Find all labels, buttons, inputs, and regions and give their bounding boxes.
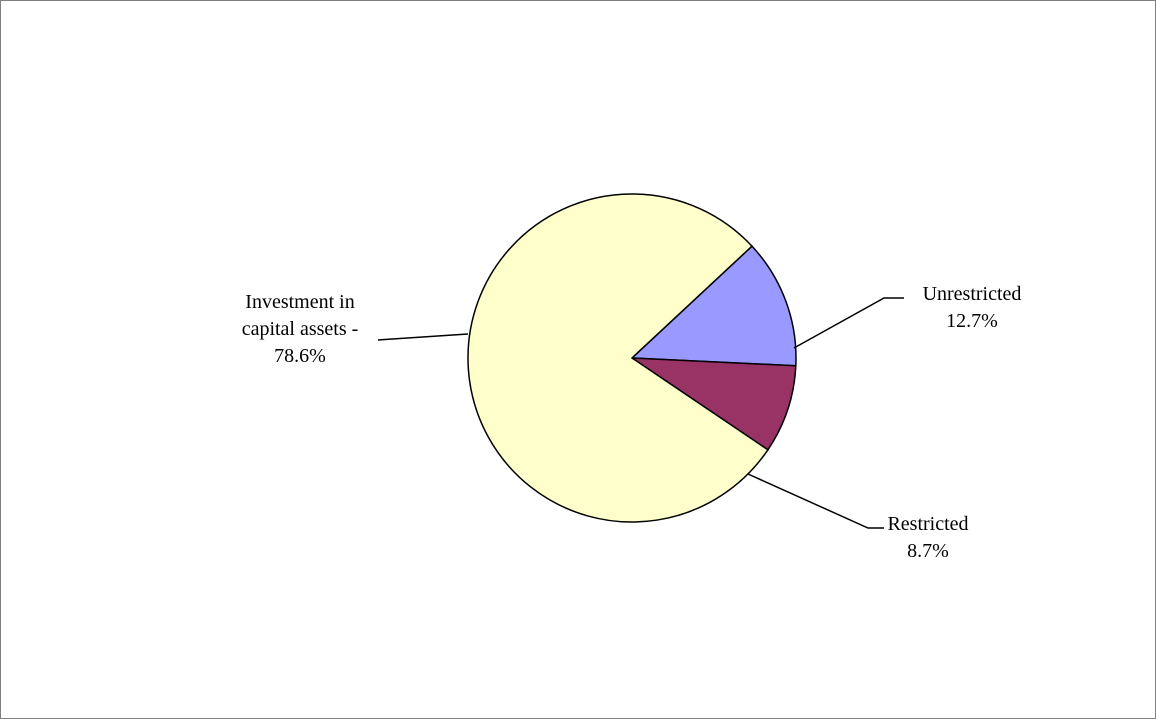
- data-label-line: 12.7%: [946, 310, 998, 332]
- leader-line: [747, 473, 884, 529]
- pie-slice-investment-in: [467, 193, 769, 523]
- data-label: Unrestricted 12.7%: [923, 283, 1022, 332]
- data-label: Restricted 8.7%: [887, 513, 968, 562]
- leader-lines: [377, 297, 904, 529]
- data-label-line: capital assets -: [242, 318, 359, 340]
- data-label-line: 8.7%: [907, 540, 949, 562]
- data-labels: Investment in capital assets - 78.6% Unrest…: [242, 283, 1022, 562]
- pie-slices: [467, 193, 797, 523]
- pie-slice-restricted: [629, 357, 797, 451]
- leader-line: [377, 333, 469, 341]
- data-label-line: Restricted: [887, 513, 968, 535]
- pie-slice-unrestricted: [630, 245, 797, 367]
- data-label-line: Investment in: [245, 291, 354, 313]
- data-label-line: 78.6%: [274, 345, 326, 367]
- leader-line: [793, 297, 904, 349]
- data-label: Investment in capital assets - 78.6%: [242, 291, 359, 367]
- data-label-line: Unrestricted: [923, 283, 1022, 305]
